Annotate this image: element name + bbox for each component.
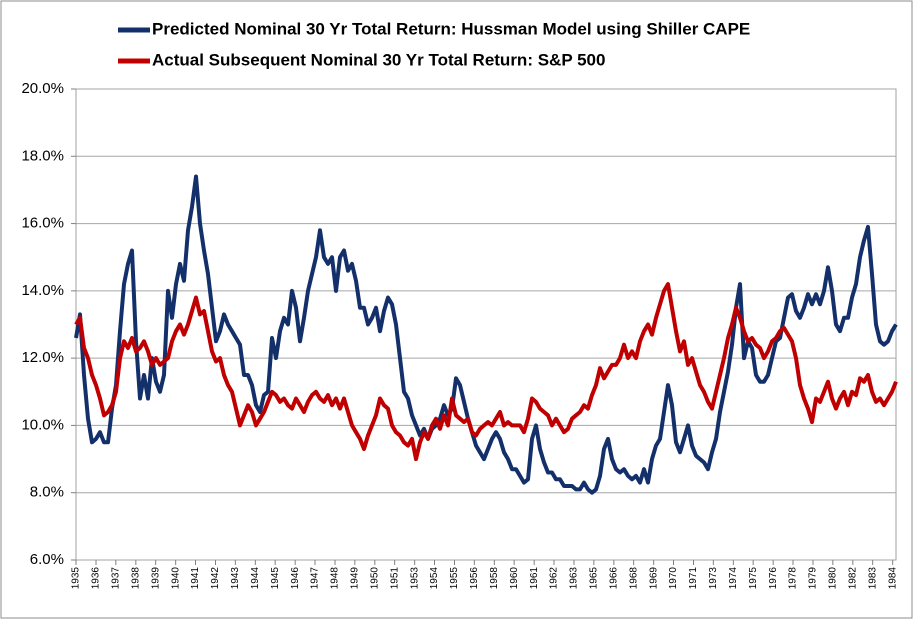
x-tick-label: 1939 xyxy=(150,567,161,590)
y-tick-label: 20.0% xyxy=(21,80,64,97)
series-line xyxy=(74,174,898,495)
x-tick-label: 1979 xyxy=(808,567,819,590)
x-tick-label: 1949 xyxy=(349,567,360,590)
x-tick-label: 1971 xyxy=(688,567,699,590)
x-tick-label: 1948 xyxy=(330,567,341,590)
x-tick-label: 1975 xyxy=(748,567,759,590)
x-tick-label: 1958 xyxy=(489,567,500,590)
x-tick-label: 1956 xyxy=(469,567,480,590)
legend-label: Actual Subsequent Nominal 30 Yr Total Re… xyxy=(152,50,605,69)
x-tick-label: 1940 xyxy=(170,567,181,590)
x-tick-label: 1983 xyxy=(867,567,878,590)
x-tick-label: 1942 xyxy=(210,567,221,590)
x-tick-label: 1980 xyxy=(827,567,838,590)
x-tick-label: 1962 xyxy=(549,567,560,590)
x-tick-label: 1968 xyxy=(628,567,639,590)
series-line xyxy=(74,282,898,462)
x-tick-label: 1937 xyxy=(110,567,121,590)
y-tick-label: 10.0% xyxy=(21,416,64,433)
x-tick-label: 1955 xyxy=(449,567,460,590)
legend-label: Predicted Nominal 30 Yr Total Return: Hu… xyxy=(152,19,750,38)
x-tick-label: 1961 xyxy=(529,567,540,590)
y-tick-label: 16.0% xyxy=(21,215,64,232)
x-tick-label: 1963 xyxy=(569,567,580,590)
x-tick-label: 1969 xyxy=(648,567,659,590)
x-tick-label: 1960 xyxy=(509,567,520,590)
x-tick-label: 1947 xyxy=(310,567,321,590)
x-tick-label: 1945 xyxy=(270,567,281,590)
y-tick-label: 14.0% xyxy=(21,282,64,299)
x-tick-label: 1973 xyxy=(708,567,719,590)
x-tick-label: 1984 xyxy=(887,567,898,590)
x-tick-label: 1966 xyxy=(608,567,619,590)
x-tick-label: 1950 xyxy=(369,567,380,590)
y-tick-label: 18.0% xyxy=(21,147,64,164)
x-tick-label: 1978 xyxy=(788,567,799,590)
x-tick-label: 1951 xyxy=(389,567,400,590)
y-tick-label: 6.0% xyxy=(30,551,64,568)
x-tick-label: 1976 xyxy=(768,567,779,590)
x-tick-label: 1938 xyxy=(130,567,141,590)
x-tick-label: 1954 xyxy=(429,567,440,590)
y-tick-label: 12.0% xyxy=(21,349,64,366)
x-tick-label: 1965 xyxy=(588,567,599,590)
y-tick-label: 8.0% xyxy=(30,484,64,501)
x-tick-label: 1953 xyxy=(409,567,420,590)
x-tick-label: 1970 xyxy=(668,567,679,590)
x-tick-label: 1982 xyxy=(847,567,858,590)
x-tick-label: 1935 xyxy=(71,567,82,590)
x-tick-label: 1946 xyxy=(290,567,301,590)
x-tick-label: 1941 xyxy=(190,567,201,590)
x-tick-label: 1943 xyxy=(230,567,241,590)
x-tick-label: 1974 xyxy=(728,567,739,590)
x-tick-label: 1936 xyxy=(91,567,102,590)
x-tick-label: 1944 xyxy=(250,567,261,590)
